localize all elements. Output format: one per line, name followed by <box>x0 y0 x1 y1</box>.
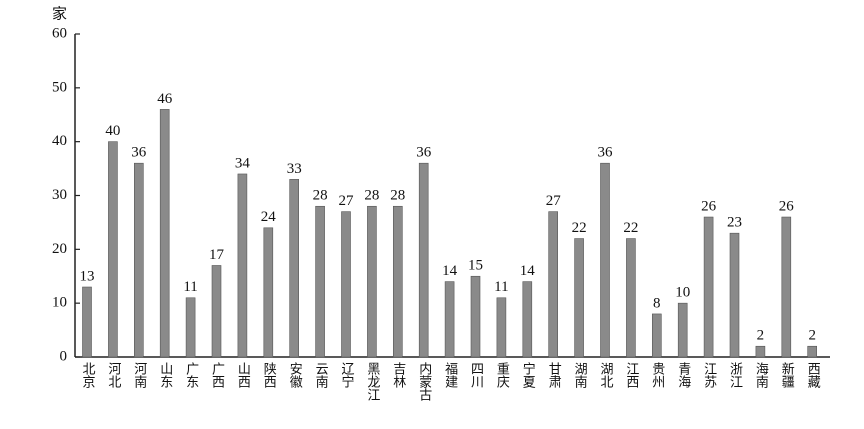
value-label: 8 <box>653 295 661 311</box>
bar <box>755 345 766 358</box>
value-label: 28 <box>313 188 328 204</box>
x-tick-label: 河南 <box>131 362 147 388</box>
y-tick-label: 0 <box>60 348 68 364</box>
value-label: 10 <box>675 285 690 301</box>
bar <box>729 232 740 358</box>
value-label: 34 <box>235 155 251 171</box>
value-label: 2 <box>757 328 765 344</box>
x-tick-label: 黑龙江 <box>364 362 380 401</box>
x-tick-label: 湖北 <box>598 362 614 389</box>
y-unit-label: 家 <box>52 5 67 23</box>
bar <box>263 227 274 358</box>
bar <box>781 216 792 358</box>
x-tick-label: 广西 <box>209 362 225 388</box>
x-tick-label: 福建 <box>442 362 458 389</box>
value-label: 17 <box>209 247 225 263</box>
value-label: 24 <box>261 209 277 225</box>
value-label: 36 <box>131 145 147 161</box>
value-label: 2 <box>808 328 816 344</box>
value-label: 27 <box>339 193 355 209</box>
x-tick-label: 北京 <box>80 362 96 388</box>
bar <box>574 238 584 358</box>
bar <box>185 297 196 358</box>
bar <box>392 205 403 358</box>
bar <box>807 345 818 358</box>
x-tick-label: 甘肃 <box>546 362 562 388</box>
x-tick-label: 海南 <box>753 362 769 388</box>
bar <box>703 216 714 358</box>
x-tick-label: 湖南 <box>572 362 588 388</box>
bar <box>470 275 481 358</box>
x-tick-label: 浙江 <box>727 362 743 388</box>
value-label: 28 <box>390 188 405 204</box>
value-label: 22 <box>623 220 638 236</box>
value-label: 14 <box>520 263 536 279</box>
x-tick-label: 安徽 <box>287 362 303 388</box>
bar <box>444 281 455 358</box>
value-label: 26 <box>779 198 795 214</box>
x-tick-label: 重庆 <box>494 361 510 388</box>
value-label: 36 <box>416 145 432 161</box>
bar <box>418 162 429 358</box>
bar <box>677 302 688 358</box>
bar <box>367 205 377 358</box>
bar <box>651 313 662 358</box>
x-tick-label: 云南 <box>313 362 329 388</box>
value-label: 15 <box>468 258 483 274</box>
bar <box>237 173 248 358</box>
value-label: 11 <box>494 279 508 295</box>
bar <box>600 162 610 358</box>
x-tick-label: 河北 <box>105 362 121 389</box>
value-label: 28 <box>364 188 379 204</box>
x-tick-label: 广东 <box>183 362 199 388</box>
x-tick-label: 辽宁 <box>339 362 355 388</box>
bar <box>211 265 222 358</box>
x-tick-label: 江西 <box>623 362 639 388</box>
x-tick-label: 贵州 <box>649 362 665 388</box>
x-tick-label: 青海 <box>675 362 691 388</box>
x-tick-label: 山西 <box>235 362 251 388</box>
bar <box>341 211 351 358</box>
bar <box>315 205 325 358</box>
value-label: 13 <box>80 268 95 284</box>
x-tick-label: 宁夏 <box>520 361 536 388</box>
bar <box>82 286 92 358</box>
bar <box>108 141 118 358</box>
y-tick-label: 20 <box>52 241 67 257</box>
bar <box>626 238 636 358</box>
x-tick-label: 江苏 <box>701 362 717 388</box>
y-tick-label: 40 <box>52 133 67 149</box>
value-label: 36 <box>598 145 614 161</box>
bar <box>159 109 170 358</box>
value-label: 33 <box>287 161 302 177</box>
x-tick-label: 内蒙古 <box>416 361 432 401</box>
y-tick-label: 50 <box>52 79 67 95</box>
value-label: 26 <box>701 198 717 214</box>
value-label: 11 <box>183 279 197 295</box>
value-label: 22 <box>572 220 587 236</box>
value-label: 40 <box>105 123 120 139</box>
y-tick-label: 30 <box>52 187 67 203</box>
bar <box>289 179 300 358</box>
bar <box>548 211 559 358</box>
value-label: 46 <box>157 91 173 107</box>
x-tick-label: 吉林 <box>390 362 406 388</box>
y-tick-label: 60 <box>52 25 67 41</box>
value-label: 27 <box>546 193 562 209</box>
bar <box>522 281 533 358</box>
x-tick-label: 陕西 <box>261 362 277 388</box>
value-label: 14 <box>442 263 458 279</box>
bar <box>134 162 144 358</box>
y-tick-label: 10 <box>52 295 67 311</box>
x-tick-label: 新疆 <box>779 361 795 388</box>
x-tick-label: 西藏 <box>805 362 821 388</box>
x-tick-label: 山东 <box>157 362 173 388</box>
value-label: 23 <box>727 215 742 231</box>
bar <box>496 297 507 358</box>
x-tick-label: 四川 <box>468 362 484 388</box>
